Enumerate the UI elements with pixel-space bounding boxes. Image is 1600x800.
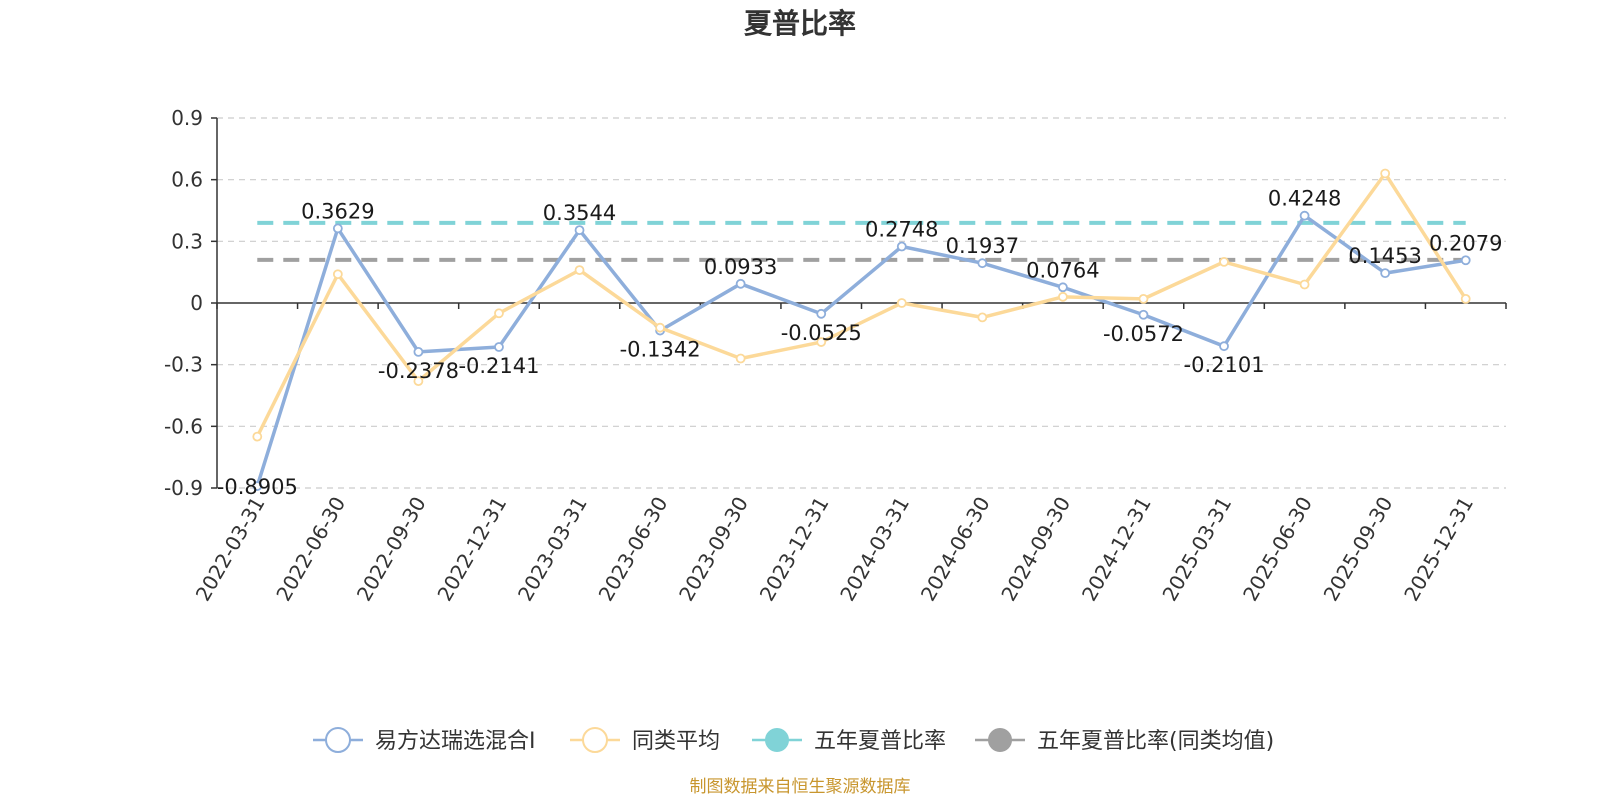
- series-2-point: [1219, 256, 1229, 267]
- chart-title: 夏普比率: [744, 7, 856, 40]
- legend: 易方达瑞选混合I 同类平均 五年夏普比率 五年夏普比率(同类均值): [313, 727, 1274, 754]
- grid-lines: [217, 117, 1506, 489]
- x-tick-label: 2025-12-31: [1399, 493, 1478, 606]
- x-tick-label: 2025-09-30: [1319, 493, 1398, 606]
- series-2-point: [1460, 293, 1471, 304]
- data-label: -0.1342: [620, 338, 701, 362]
- series-2-point: [1380, 168, 1391, 179]
- series-1-point: [332, 223, 343, 234]
- series-1-point: [413, 346, 424, 357]
- series-1-point: [1138, 309, 1149, 320]
- data-label: -0.8905: [217, 475, 298, 499]
- x-tick-label: 2025-03-31: [1157, 493, 1236, 606]
- series-2-point: [816, 337, 827, 347]
- series-2-point: [1138, 293, 1149, 304]
- series-1-point: [735, 278, 746, 289]
- x-tick-label: 2022-03-31: [191, 493, 270, 606]
- data-label: -0.2141: [458, 354, 539, 378]
- reference-lines: [257, 220, 1466, 262]
- series-line-2: [255, 171, 1468, 438]
- series-1-point: [896, 241, 907, 252]
- data-label: -0.2101: [1184, 353, 1265, 377]
- series-2-point: [494, 308, 504, 319]
- y-tick-label: -0.6: [164, 414, 203, 438]
- data-label: 0.4248: [1268, 187, 1341, 211]
- y-tick-label: 0.3: [171, 229, 203, 253]
- x-tick-label: 2024-03-31: [835, 493, 914, 606]
- data-label: 0.2079: [1429, 231, 1502, 255]
- data-labels: -0.8905 0.3629 -0.2378 -0.2141 0.3544 -0.1342…: [217, 187, 1503, 499]
- series-1-point: [574, 225, 585, 236]
- legend-item-label[interactable]: 五年夏普比率(同类均值): [1037, 729, 1274, 754]
- series-2-point: [252, 431, 263, 442]
- series-lines: [252, 168, 1471, 491]
- x-tick-label: 2022-12-31: [432, 493, 511, 606]
- series-2-point: [977, 312, 988, 323]
- data-label: -0.2378: [378, 359, 459, 383]
- y-tick-label: -0.9: [164, 476, 203, 500]
- series-2-point: [413, 376, 424, 387]
- data-label: 0.3544: [543, 201, 616, 225]
- y-tick-label: 0.9: [171, 106, 203, 130]
- series-1-point: [977, 258, 988, 269]
- x-tick-label: 2024-12-31: [1077, 493, 1156, 606]
- legend-item-label[interactable]: 五年夏普比率: [814, 729, 946, 754]
- series-2-point: [896, 298, 907, 308]
- series-2-point: [735, 353, 746, 364]
- x-tick-label: 2023-09-30: [674, 493, 753, 606]
- x-tick-label: 2022-06-30: [271, 493, 350, 606]
- data-label: -0.0572: [1103, 322, 1184, 346]
- data-label: 0.3629: [301, 199, 374, 223]
- source-note: 制图数据来自恒生聚源数据库: [690, 777, 911, 797]
- data-label: 0.0933: [704, 255, 777, 279]
- legend-marker-dot: [582, 727, 608, 753]
- x-tick-label: 2024-06-30: [916, 493, 995, 606]
- series-1-point: [1219, 341, 1229, 352]
- series-2-point: [1058, 291, 1068, 302]
- series-1-point: [1299, 210, 1310, 221]
- data-label: 0.1453: [1348, 244, 1421, 268]
- y-tick-label: -0.3: [164, 353, 203, 377]
- y-tick-label: 0.6: [171, 168, 203, 192]
- series-1-point: [1460, 255, 1471, 266]
- x-tick-label: 2022-09-30: [352, 493, 431, 606]
- series-2-point: [655, 322, 665, 333]
- y-tick-label: 0: [190, 291, 203, 315]
- series-line-1: [255, 213, 1466, 487]
- legend-marker-dot: [325, 727, 351, 753]
- data-label: 0.2748: [865, 218, 938, 242]
- series-1-point: [1380, 268, 1391, 279]
- data-label: 0.1937: [946, 234, 1019, 258]
- series-2-point: [574, 265, 585, 276]
- x-tick-label: 2023-12-31: [755, 493, 834, 606]
- series-1-point: [816, 308, 827, 319]
- series-2-point: [1299, 279, 1310, 290]
- data-label: 0.0764: [1026, 258, 1099, 282]
- x-tick-label: 2025-06-30: [1238, 493, 1317, 606]
- series-2-point: [332, 269, 343, 280]
- x-tick-label: 2023-06-30: [594, 493, 673, 606]
- series-1-point: [1058, 282, 1068, 293]
- legend-marker-dot: [988, 728, 1012, 752]
- series-1-point: [252, 481, 263, 491]
- series-1-point: [494, 342, 504, 352]
- x-tick-label: 2024-09-30: [996, 493, 1075, 606]
- legend-item-label[interactable]: 同类平均: [632, 729, 720, 754]
- data-label: -0.0525: [781, 321, 862, 345]
- legend-marker-dot: [765, 728, 789, 752]
- x-tick-label: 2023-03-31: [513, 493, 592, 606]
- legend-item-label[interactable]: 易方达瑞选混合I: [375, 729, 536, 754]
